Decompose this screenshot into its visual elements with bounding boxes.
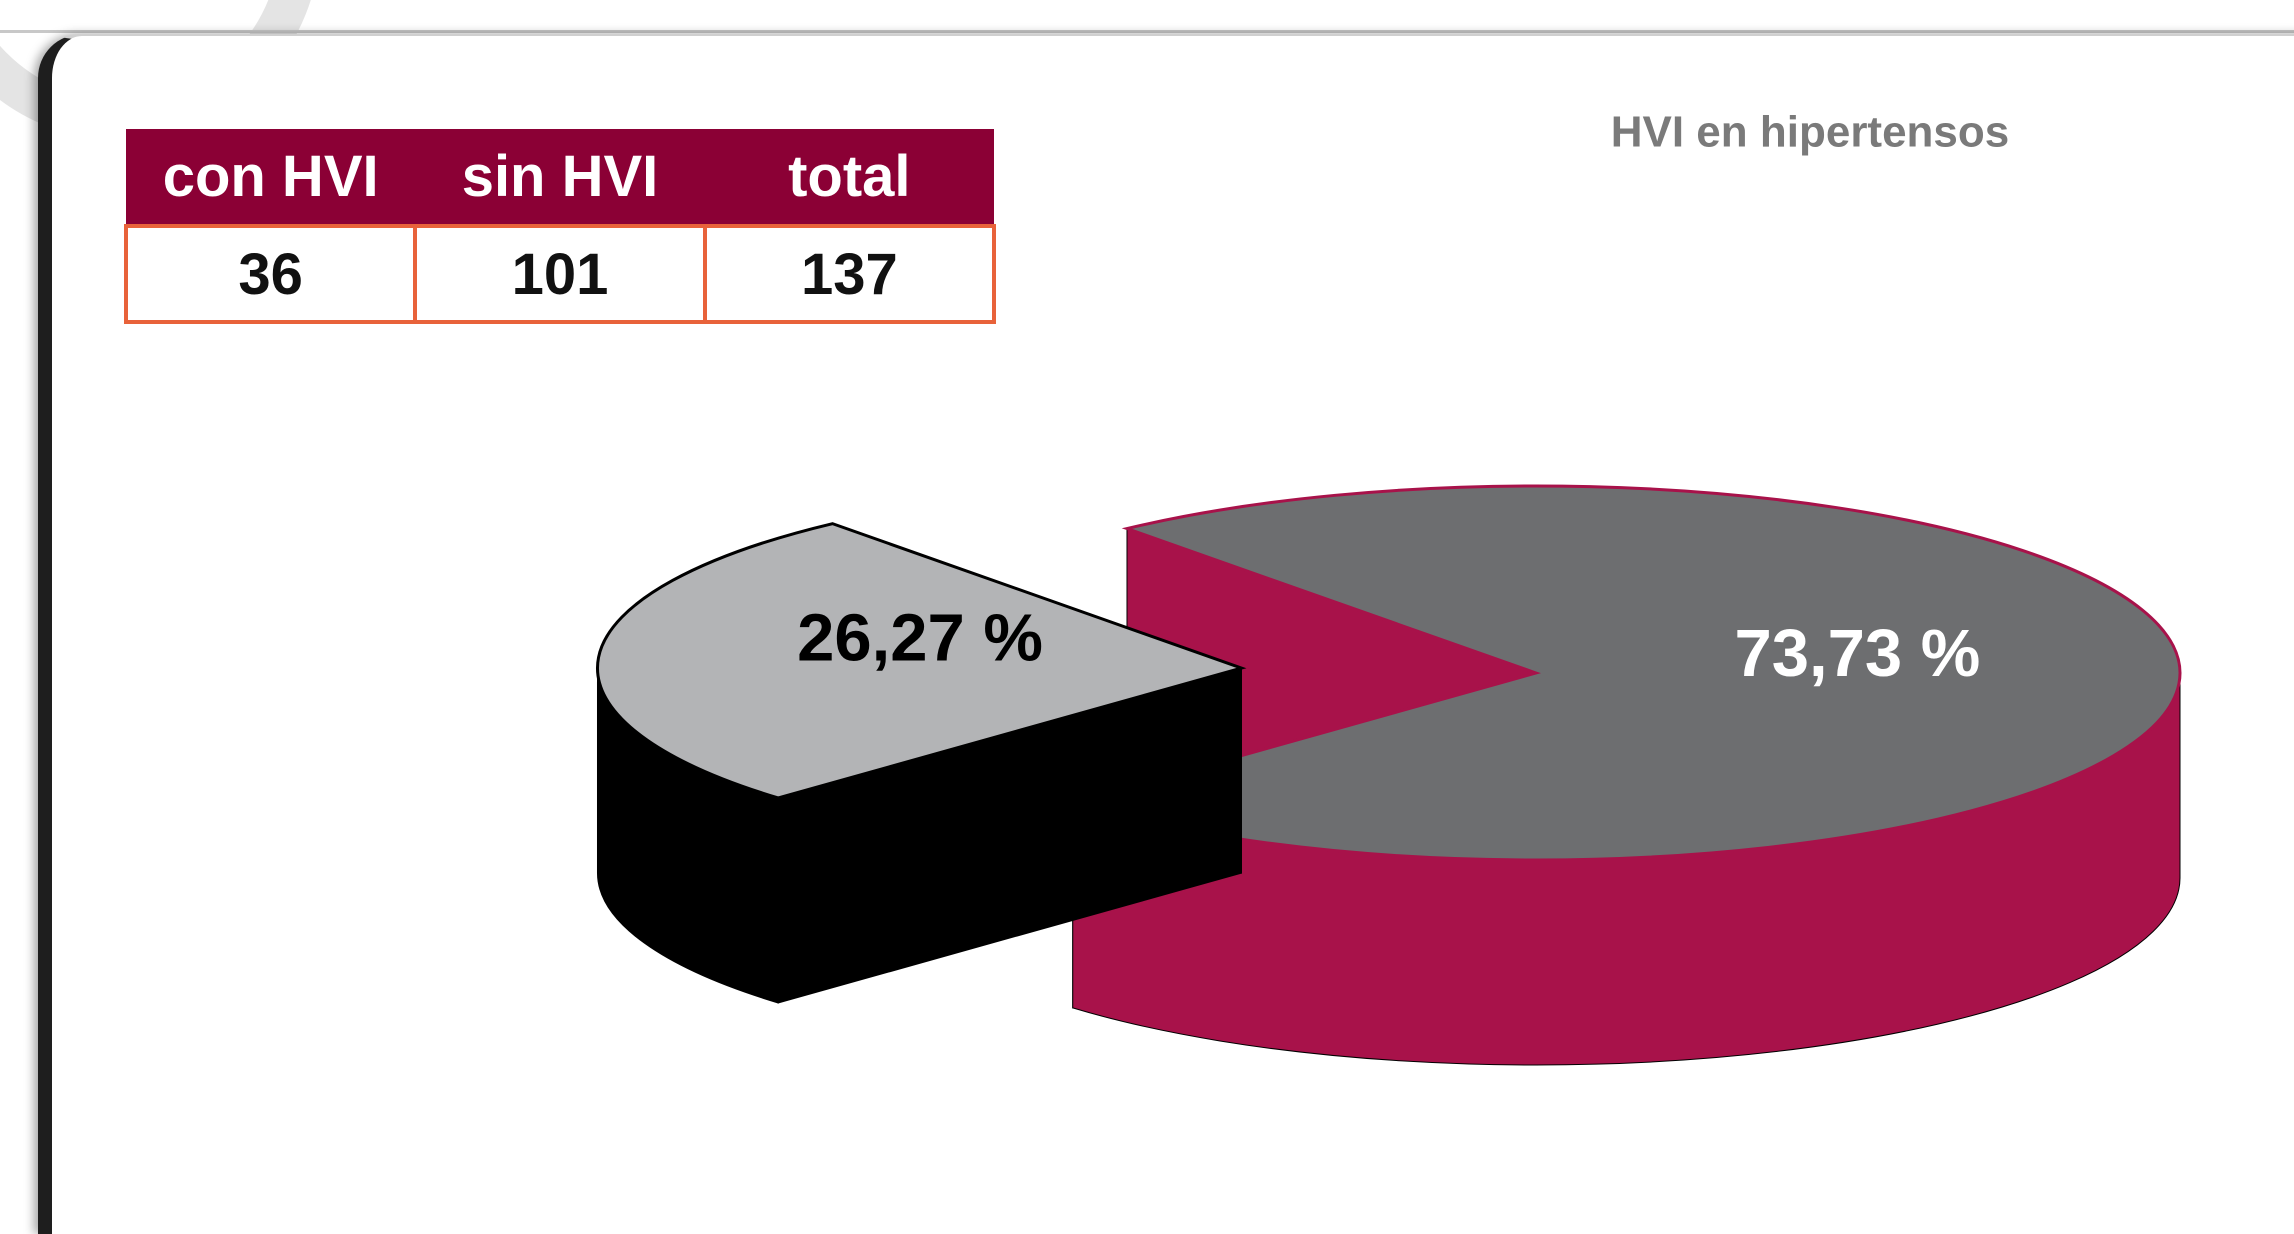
header-cell: con HVI [126,129,416,226]
data-label: 73,73 % [1735,616,1981,691]
chart-title: HVI en hipertensos [1611,108,2010,157]
slice [1067,484,2182,862]
header-cell: total [704,129,994,226]
slice [596,522,1247,800]
header-cell: sin HVI [415,129,705,226]
data-table: con HVI sin HVI total 36 101 137 [123,129,997,324]
table-header: con HVI sin HVI total [126,129,994,226]
top-rule [0,30,2294,33]
data-label: 26,27 % [797,600,1043,675]
table-row: 36 101 137 [123,224,997,324]
table-cell: 137 [702,224,997,324]
table-cell: 36 [123,224,418,324]
chart: HVI en hipertensos 73,73 % 26,27 % [596,108,2182,1066]
table-cell: 101 [413,224,707,324]
